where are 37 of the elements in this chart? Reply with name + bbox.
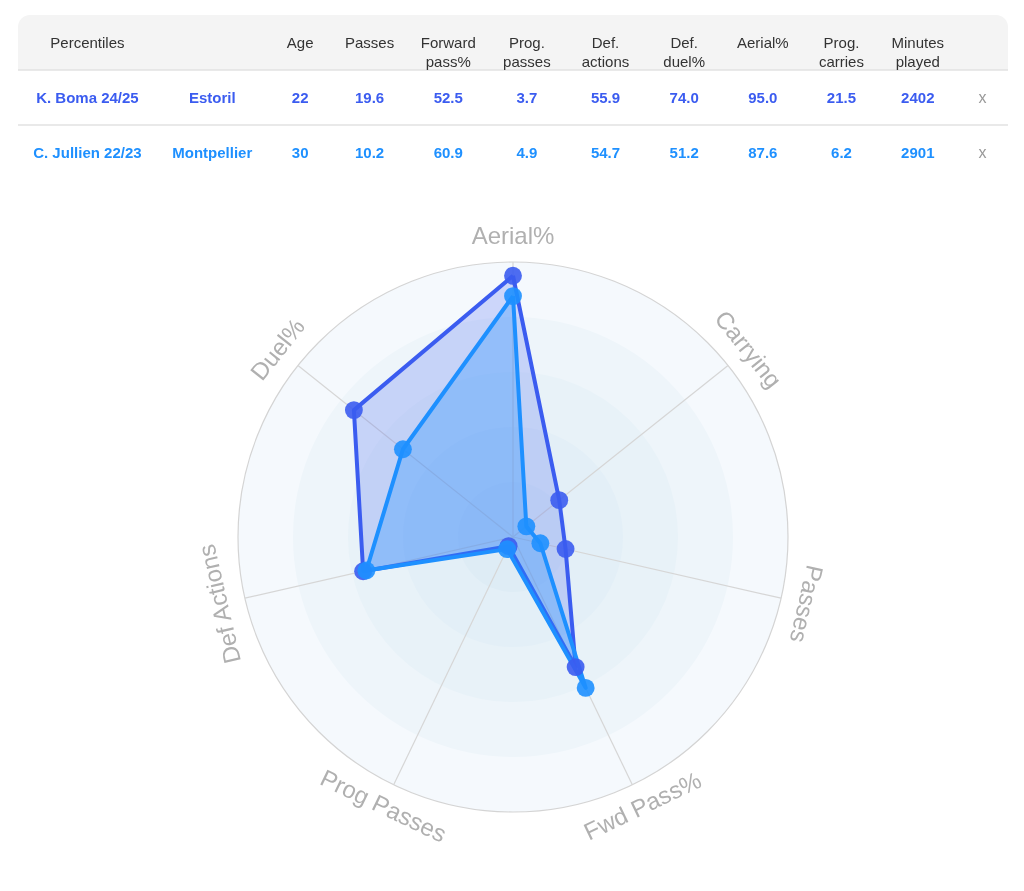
text: 74.0: [669, 88, 699, 106]
category-label: Forward pass%: [420, 33, 476, 70]
spoke-label: Aerial%: [471, 222, 555, 250]
text: 51.2: [669, 143, 699, 161]
spoke-label: Def Actions: [192, 541, 246, 667]
text: 10.2: [354, 143, 385, 161]
text: 60.9: [433, 143, 463, 161]
category-label: Def. duel%: [663, 33, 706, 70]
text: 6.2: [831, 143, 852, 161]
text: 22: [291, 88, 309, 106]
text: 19.6: [354, 88, 385, 106]
text: C. Jullien 22/23: [33, 143, 142, 161]
category-label: Prog. carries: [818, 33, 864, 70]
category-label: Prog. passes: [503, 33, 551, 70]
text: 4.9: [516, 143, 538, 161]
category-label: Passes: [344, 33, 395, 51]
category-label: Aerial%: [736, 33, 789, 51]
text: Montpellier: [172, 143, 253, 161]
text: 87.6: [748, 143, 778, 161]
text: 30: [291, 143, 309, 161]
text: 2402: [901, 88, 935, 106]
category-label: Minutes played: [891, 33, 945, 70]
text: 95.0: [748, 88, 778, 106]
text: 21.5: [826, 88, 857, 106]
text: 2901: [901, 143, 935, 161]
text: x: [978, 88, 987, 106]
category-label: Age: [286, 33, 314, 51]
text: Estoril: [188, 88, 236, 106]
text: 54.7: [590, 143, 621, 161]
spoke-label: Passes: [784, 562, 829, 646]
text: 3.7: [516, 88, 538, 106]
text: x: [978, 143, 987, 161]
category-label: Def. actions: [581, 33, 630, 70]
category-label: Percentiles: [50, 33, 125, 51]
text: 52.5: [433, 88, 463, 106]
text: K. Boma 24/25: [36, 88, 139, 106]
text: 55.9: [590, 88, 621, 106]
